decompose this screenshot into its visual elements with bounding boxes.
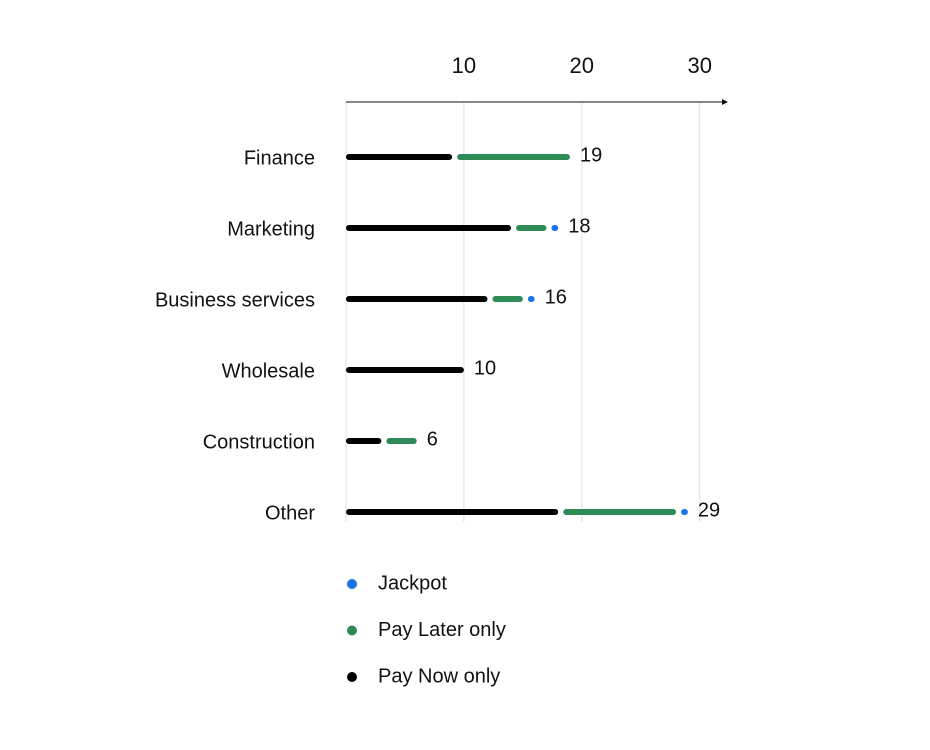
- category-label: Marketing: [227, 218, 315, 240]
- total-label: 6: [427, 428, 438, 450]
- total-label: 29: [698, 499, 720, 521]
- category-label: Business services: [155, 289, 315, 311]
- total-label: 18: [568, 215, 590, 237]
- axis-arrow: [722, 99, 728, 105]
- category-label: Wholesale: [222, 360, 315, 382]
- total-label: 19: [580, 144, 602, 166]
- x-tick-label: 10: [452, 53, 476, 78]
- category-label: Construction: [203, 431, 315, 453]
- x-tick-label: 30: [687, 53, 711, 78]
- legend-label: Pay Now only: [378, 665, 500, 687]
- category-label: Finance: [244, 147, 315, 169]
- legend-marker: [347, 672, 357, 682]
- x-tick-label: 20: [570, 53, 594, 78]
- legend-marker: [347, 579, 357, 589]
- total-label: 10: [474, 357, 496, 379]
- legend-marker: [347, 625, 357, 636]
- total-label: 16: [545, 286, 567, 308]
- legend-label: Pay Later only: [378, 619, 506, 641]
- category-label: Other: [265, 502, 315, 524]
- legend-label: Jackpot: [378, 572, 447, 594]
